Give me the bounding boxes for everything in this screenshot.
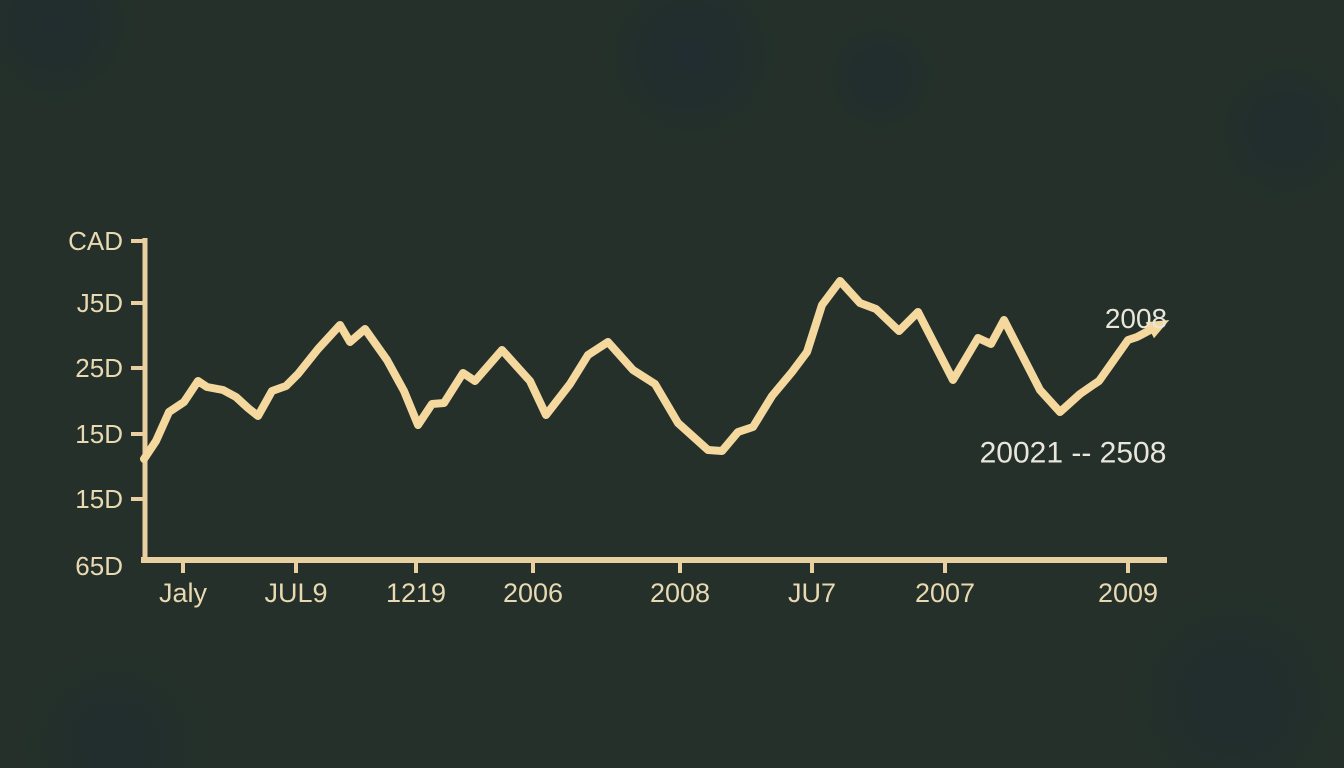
x-axis-label: 2009: [1098, 578, 1158, 608]
x-axis-label: Jaly: [159, 578, 208, 608]
x-axis-label: 2006: [503, 578, 563, 608]
y-axis-label: 15D: [75, 484, 123, 514]
annotation-end-label: 2008: [1105, 303, 1167, 334]
x-axis-label: JU7: [788, 578, 836, 608]
x-axis-label: JUL9: [264, 578, 327, 608]
y-axis-label: 65D: [75, 551, 123, 581]
x-axis-label: 2007: [915, 578, 975, 608]
y-axis-label: 15D: [75, 419, 123, 449]
x-axis-label: 2008: [650, 578, 710, 608]
price-line: [140, 277, 1160, 463]
y-axis-label: 25D: [75, 353, 123, 383]
x-axis-label: 1219: [386, 578, 446, 608]
y-axis-label: CAD: [68, 226, 123, 256]
annotation-range-label: 20021 -- 2508: [980, 437, 1167, 470]
y-axis-label: J5D: [77, 288, 123, 318]
arrowhead-icon: [1145, 320, 1170, 339]
